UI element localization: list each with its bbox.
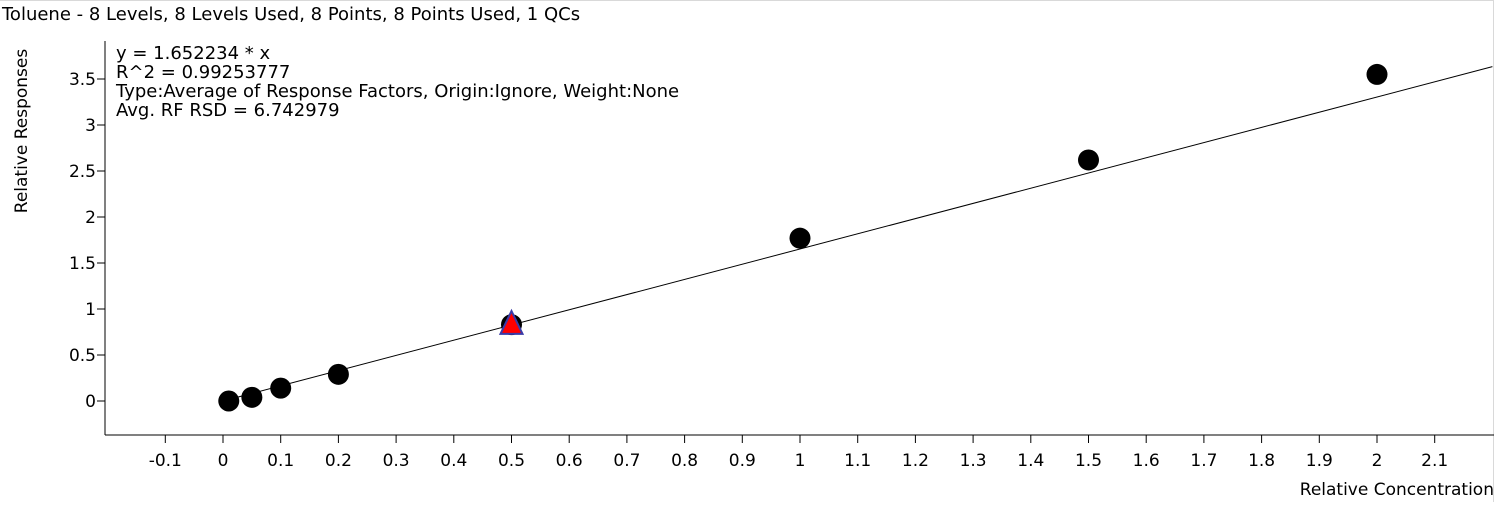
x-tick-label: 1: [795, 451, 806, 471]
axes: -0.1 0 0.1 0.2 0.3 0.4 0.5 0.6 0.7 0.8 0.9 1 1.1 1.2 1…: [69, 41, 1494, 471]
x-tick-label: 0.2: [325, 451, 352, 471]
x-tick-label: 0.5: [498, 451, 525, 471]
y-tick-label: 0.5: [69, 346, 96, 366]
y-tick-label: 2.5: [69, 162, 96, 182]
x-tick-label: 0.7: [613, 451, 640, 471]
y-tick-label: 3: [85, 116, 96, 136]
y-tick-label: 0: [85, 392, 96, 412]
x-tick-label: 1.6: [1133, 451, 1160, 471]
y-tick-label: 3.5: [69, 70, 96, 90]
fit-line: [222, 66, 1493, 402]
x-tick-label: -0.1: [149, 451, 182, 471]
x-tick-label: 0.3: [383, 451, 410, 471]
x-tick-label: 1.2: [902, 451, 929, 471]
x-tick-label: 1.5: [1075, 451, 1102, 471]
annotation-line: Type:Average of Response Factors, Origin…: [115, 81, 679, 102]
annotation-line: y = 1.652234 * x: [116, 43, 271, 64]
x-axis-label: Relative Concentration: [1300, 480, 1494, 500]
calibration-point: [1366, 63, 1388, 85]
calibration-point: [218, 390, 240, 412]
y-tick-label: 1.5: [69, 254, 96, 274]
x-tick-label: 1.4: [1017, 451, 1044, 471]
y-tick-label: 1: [85, 300, 96, 320]
x-tick-label: 0.9: [729, 451, 756, 471]
x-tick-label: 1.3: [960, 451, 987, 471]
x-tick-label: 0.6: [556, 451, 583, 471]
y-tick-label: 2: [85, 208, 96, 228]
x-tick-label: 1.9: [1306, 451, 1333, 471]
chart-title: Toluene - 8 Levels, 8 Levels Used, 8 Poi…: [1, 4, 580, 25]
x-tick-label: 0.1: [267, 451, 294, 471]
x-tick-label: 1.1: [844, 451, 871, 471]
x-tick-label: 1.7: [1190, 451, 1217, 471]
x-tick-label: 0.4: [440, 451, 467, 471]
fit-line-group: [222, 66, 1493, 402]
calibration-point: [327, 363, 349, 385]
annotation-line: Avg. RF RSD = 6.742979: [116, 100, 340, 121]
data-points: [218, 63, 1388, 412]
annotation-line: R^2 = 0.99253777: [116, 62, 290, 83]
x-tick-label: 2: [1372, 451, 1383, 471]
x-tick-label: 2.1: [1421, 451, 1448, 471]
qc-point: [498, 308, 525, 335]
calibration-point: [1078, 149, 1099, 171]
calibration-point: [241, 386, 263, 408]
equation-annotations: y = 1.652234 * xR^2 = 0.99253777Type:Ave…: [115, 43, 679, 121]
calibration-point: [789, 227, 811, 249]
calibration-point: [270, 377, 292, 399]
x-tick-label: 0.8: [671, 451, 698, 471]
x-tick-label: 0: [218, 451, 229, 471]
y-axis-label: Relative Responses: [12, 49, 32, 214]
x-tick-label: 1.8: [1248, 451, 1275, 471]
